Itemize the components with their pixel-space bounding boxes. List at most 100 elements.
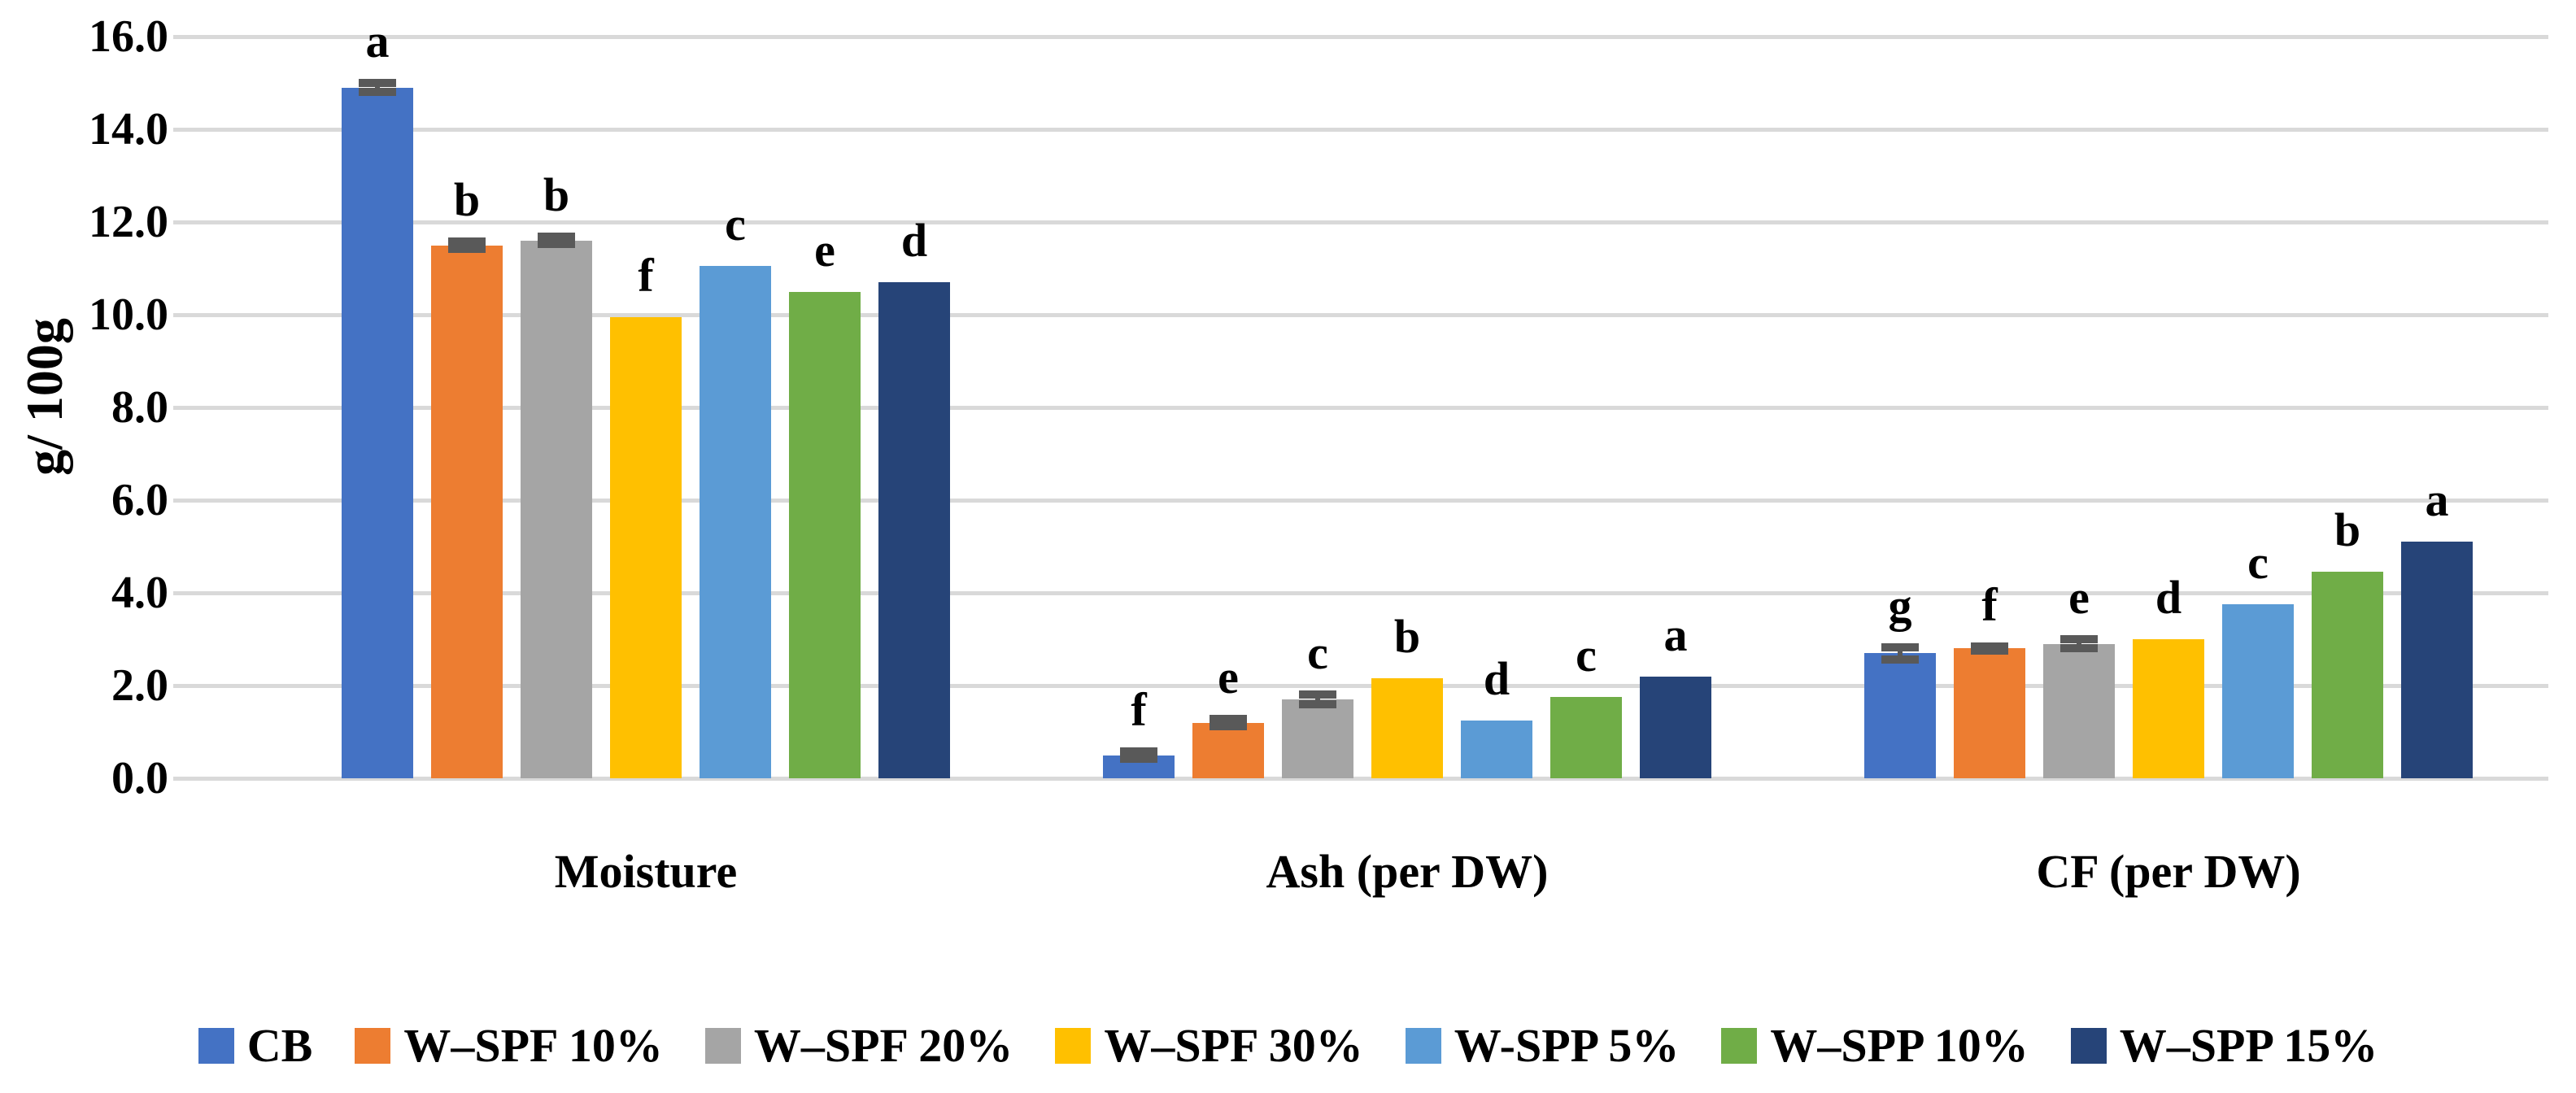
significance-letter: a: [365, 15, 390, 67]
legend-item: W–SPP 15%: [2070, 1018, 2378, 1073]
legend-label: W-SPP 5%: [1454, 1019, 1680, 1072]
bar: [2222, 604, 2294, 778]
significance-letter: d: [1483, 651, 1510, 705]
bar: [431, 245, 503, 778]
category-label-ash: Ash (per DW): [1266, 845, 1549, 898]
legend-item: W-SPP 5%: [1405, 1018, 1680, 1073]
legend-swatch-wspf30: [1055, 1027, 1092, 1064]
bar: [2043, 643, 2115, 778]
significance-letter: f: [1981, 577, 1998, 631]
y-tick-label: 12.0: [89, 197, 168, 247]
error-bar-cap: [1120, 747, 1157, 756]
error-bar-cap: [1881, 642, 1919, 651]
bar: [2312, 572, 2383, 778]
bar: [1864, 653, 1936, 778]
legend-label: W–SPF 10%: [403, 1019, 663, 1072]
error-bar-cap: [1299, 699, 1336, 708]
error-bar-cap: [1881, 655, 1919, 664]
significance-letter: e: [2068, 571, 2090, 624]
error-bar-cap: [538, 233, 575, 242]
error-bar-cap: [1210, 722, 1247, 731]
bar: [342, 87, 413, 778]
error-bar-cap: [1971, 647, 2008, 655]
legend-label: W–SPP 15%: [2119, 1019, 2378, 1072]
bar: [789, 291, 861, 778]
error-bar-line: [1315, 695, 1320, 704]
gridline: [173, 777, 2548, 781]
significance-letter: g: [1888, 578, 1912, 632]
bar: [2401, 542, 2473, 778]
legend-item: W–SPF 10%: [355, 1018, 663, 1073]
gridline: [173, 499, 2548, 503]
error-bar-cap: [359, 79, 396, 87]
significance-letter: d: [2155, 571, 2182, 624]
error-bar-cap: [1120, 755, 1157, 764]
bar: [878, 282, 950, 778]
bar: [610, 316, 682, 778]
bar: [1371, 678, 1443, 778]
significance-letter: c: [2247, 536, 2269, 590]
y-tick-label: 4.0: [111, 568, 168, 618]
significance-letter: c: [1576, 629, 1597, 682]
significance-letter: e: [814, 223, 835, 277]
bar: [1640, 676, 1711, 778]
significance-letter: f: [638, 248, 654, 302]
error-bar-line: [1898, 647, 1903, 660]
significance-letter: d: [900, 214, 928, 268]
significance-letter: c: [725, 198, 746, 251]
legend-swatch-wspp5: [1405, 1027, 1441, 1064]
significance-letter: a: [1663, 607, 1688, 661]
error-bar-cap: [448, 245, 486, 254]
error-bar-cap: [1971, 642, 2008, 651]
error-bar-cap: [1210, 715, 1247, 724]
bar: [2133, 639, 2204, 778]
error-bar-cap: [2060, 644, 2098, 653]
legend-swatch-wspp15: [2070, 1027, 2107, 1064]
gridline: [173, 35, 2548, 39]
significance-letter: a: [2425, 473, 2449, 527]
significance-letter: b: [1393, 610, 1421, 664]
bar: [1282, 699, 1353, 778]
bar: [521, 240, 592, 778]
legend-item: W–SPP 10%: [1721, 1018, 2029, 1073]
legend-item: W–SPF 20%: [704, 1018, 1013, 1073]
legend-label: W–SPF 20%: [753, 1019, 1013, 1072]
error-bar-cap: [538, 240, 575, 249]
bar: [700, 266, 771, 778]
category-label-cf: CF (per DW): [2036, 845, 2301, 898]
gridline: [173, 313, 2548, 317]
significance-letter: f: [1131, 682, 1147, 736]
significance-letter: b: [543, 168, 570, 222]
error-bar-line: [375, 83, 380, 93]
legend-item: W–SPF 30%: [1055, 1018, 1363, 1073]
gridline: [173, 684, 2548, 688]
legend-item: CB: [198, 1018, 313, 1073]
error-bar-line: [2077, 639, 2081, 649]
y-tick-label: 6.0: [111, 475, 168, 525]
error-bar-cap: [2060, 635, 2098, 643]
gridline: [173, 591, 2548, 595]
significance-letter: c: [1307, 626, 1328, 680]
bar: [1550, 697, 1622, 778]
legend-swatch-wspf10: [355, 1027, 391, 1064]
significance-letter: b: [453, 172, 481, 226]
y-tick-label: 8.0: [111, 382, 168, 433]
error-bar-cap: [359, 88, 396, 97]
category-label-moisture: Moisture: [554, 845, 738, 898]
gridline: [173, 128, 2548, 132]
error-bar-cap: [1299, 690, 1336, 699]
y-tick-label: 0.0: [111, 753, 168, 803]
bar: [1461, 720, 1532, 778]
gridline: [173, 406, 2548, 410]
legend-swatch-wspf20: [704, 1027, 741, 1064]
y-tick-label: 16.0: [89, 11, 168, 62]
legend: CB W–SPF 10% W–SPF 20% W–SPF 30% W-SPP 5…: [0, 1018, 2576, 1073]
legend-swatch-cb: [198, 1027, 234, 1064]
significance-letter: e: [1218, 651, 1239, 704]
legend-label: W–SPP 10%: [1770, 1019, 2029, 1072]
legend-label: CB: [246, 1019, 313, 1072]
significance-letter: b: [2334, 503, 2361, 557]
bar: [1954, 648, 2025, 778]
y-tick-label: 10.0: [89, 290, 168, 340]
